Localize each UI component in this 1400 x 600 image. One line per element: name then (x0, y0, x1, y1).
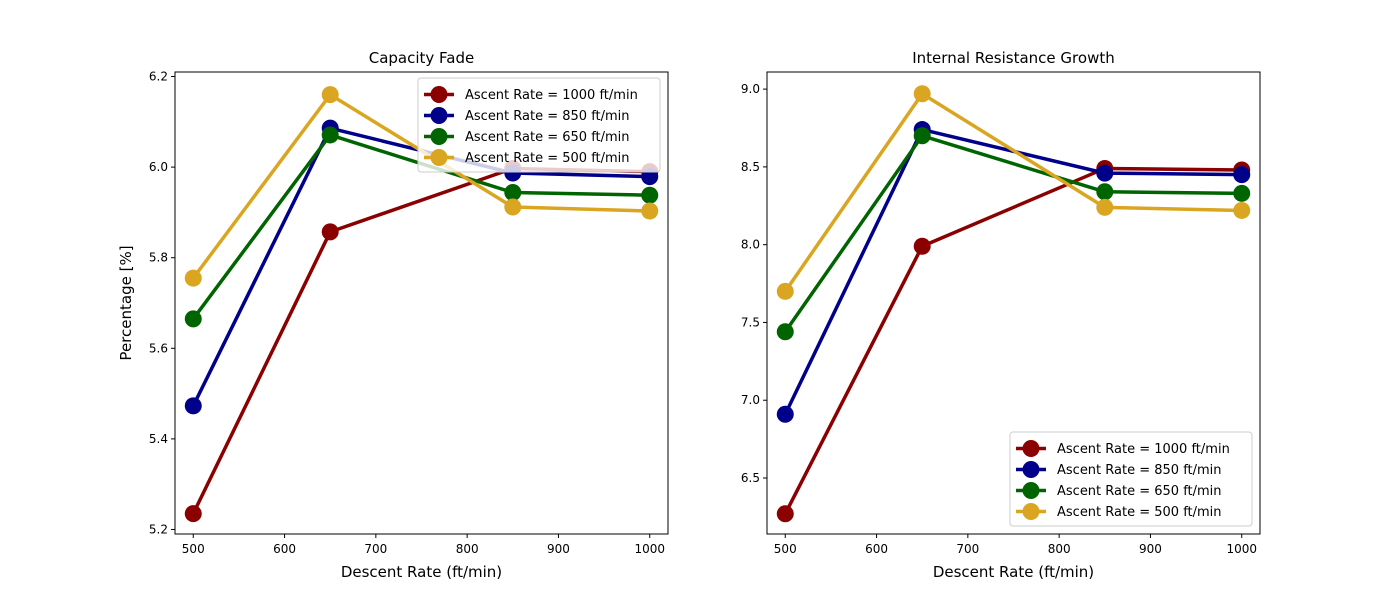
legend: Ascent Rate = 1000 ft/min Ascent Rate = 8… (1009, 431, 1253, 527)
data-point (504, 183, 522, 201)
legend-marker-swatch (430, 86, 448, 103)
y-tick-label: 9.0 (741, 82, 760, 96)
y-tick-label: 8.5 (741, 160, 760, 174)
data-point (1096, 164, 1114, 182)
legend-box (1009, 431, 1253, 527)
legend-entry-label: Ascent Rate = 850 ft/min (465, 109, 630, 124)
y-tick-label: 7.5 (741, 315, 760, 329)
x-tick-label: 1000 (1226, 542, 1257, 556)
legend: Ascent Rate = 1000 ft/min Ascent Rate = 8… (417, 77, 661, 173)
x-tick-label: 900 (1139, 542, 1162, 556)
x-tick-label: 1000 (634, 542, 665, 556)
plot-area-frame (766, 71, 1261, 535)
chart-title: Internal Resistance Growth (912, 49, 1114, 67)
legend-box (417, 77, 661, 173)
series-ascent-rate-1000-ft-min (184, 159, 659, 523)
data-point (913, 85, 931, 103)
series-line (783, 127, 1242, 415)
data-point (321, 86, 339, 104)
plot-area-frame (174, 71, 669, 535)
series-line (783, 134, 1242, 333)
data-point (641, 202, 659, 220)
chart-panel-capacity-fade: 500 600 700 800 900 1000 5.2 5.4 5.6 5.8 6.0 6.2 Cap… (117, 49, 669, 581)
y-tick-label: 8.0 (741, 238, 760, 252)
data-point (776, 505, 794, 523)
legend-entry-label: Ascent Rate = 1000 ft/min (1057, 442, 1230, 457)
y-tick-label: 6.2 (149, 70, 168, 84)
x-axis-label: Descent Rate (ft/min) (341, 563, 502, 581)
chart-title: Capacity Fade (369, 49, 475, 67)
x-tick-label: 900 (547, 542, 570, 556)
data-point (641, 186, 659, 204)
x-tick-label: 700 (956, 542, 979, 556)
legend-entry-label: Ascent Rate = 650 ft/min (1057, 484, 1222, 499)
y-tick-label: 5.4 (149, 432, 168, 446)
data-point (321, 223, 339, 241)
data-point (184, 505, 202, 523)
x-tick-label: 500 (774, 542, 797, 556)
data-point (776, 405, 794, 423)
y-tick-label: 6.5 (741, 471, 760, 485)
x-tick-label: 500 (182, 542, 205, 556)
data-point (1233, 166, 1251, 184)
data-point (184, 310, 202, 328)
legend-entry-label: Ascent Rate = 850 ft/min (1057, 463, 1222, 478)
series-ascent-rate-500-ft-min (776, 85, 1251, 300)
legend-entry-label: Ascent Rate = 650 ft/min (465, 130, 630, 145)
series-line (783, 92, 1242, 293)
chart-panel-internal-resistance-growth: 500 600 700 800 900 1000 6.5 7.0 7.5 8.0 8.5 9.0 Int… (741, 49, 1261, 581)
legend-marker-swatch (1022, 461, 1040, 478)
data-point (1096, 183, 1114, 201)
legend-marker-swatch (1022, 482, 1040, 499)
y-tick-label: 5.2 (149, 522, 168, 536)
series-line (783, 166, 1242, 515)
y-axis-label: Percentage [%] (117, 245, 135, 360)
data-point (1096, 198, 1114, 216)
legend-marker-swatch (430, 128, 448, 145)
legend-marker-swatch (430, 149, 448, 166)
series-ascent-rate-850-ft-min (776, 121, 1251, 423)
x-tick-label: 600 (273, 542, 296, 556)
series-line (191, 166, 650, 515)
data-point (1233, 184, 1251, 202)
legend-entry-label: Ascent Rate = 1000 ft/min (465, 88, 638, 103)
data-point (776, 282, 794, 300)
series-ascent-rate-1000-ft-min (776, 159, 1251, 523)
x-axis-label: Descent Rate (ft/min) (933, 563, 1094, 581)
data-point (913, 237, 931, 255)
data-point (184, 397, 202, 415)
series-ascent-rate-650-ft-min (776, 127, 1251, 341)
data-point (776, 323, 794, 341)
legend-marker-swatch (430, 107, 448, 124)
y-tick-label: 6.0 (149, 160, 168, 174)
y-tick-label: 5.8 (149, 251, 168, 265)
data-point (1233, 201, 1251, 219)
y-tick-label: 7.0 (741, 393, 760, 407)
data-point (184, 269, 202, 287)
legend-marker-swatch (1022, 440, 1040, 457)
data-point (913, 127, 931, 145)
legend-marker-swatch (1022, 503, 1040, 520)
x-tick-label: 800 (1048, 542, 1071, 556)
y-tick-label: 5.6 (149, 341, 168, 355)
x-tick-label: 800 (456, 542, 479, 556)
data-point (321, 126, 339, 144)
legend-entry-label: Ascent Rate = 500 ft/min (465, 151, 630, 166)
x-tick-label: 700 (364, 542, 387, 556)
legend-entry-label: Ascent Rate = 500 ft/min (1057, 505, 1222, 520)
data-point (504, 198, 522, 216)
x-tick-label: 600 (865, 542, 888, 556)
